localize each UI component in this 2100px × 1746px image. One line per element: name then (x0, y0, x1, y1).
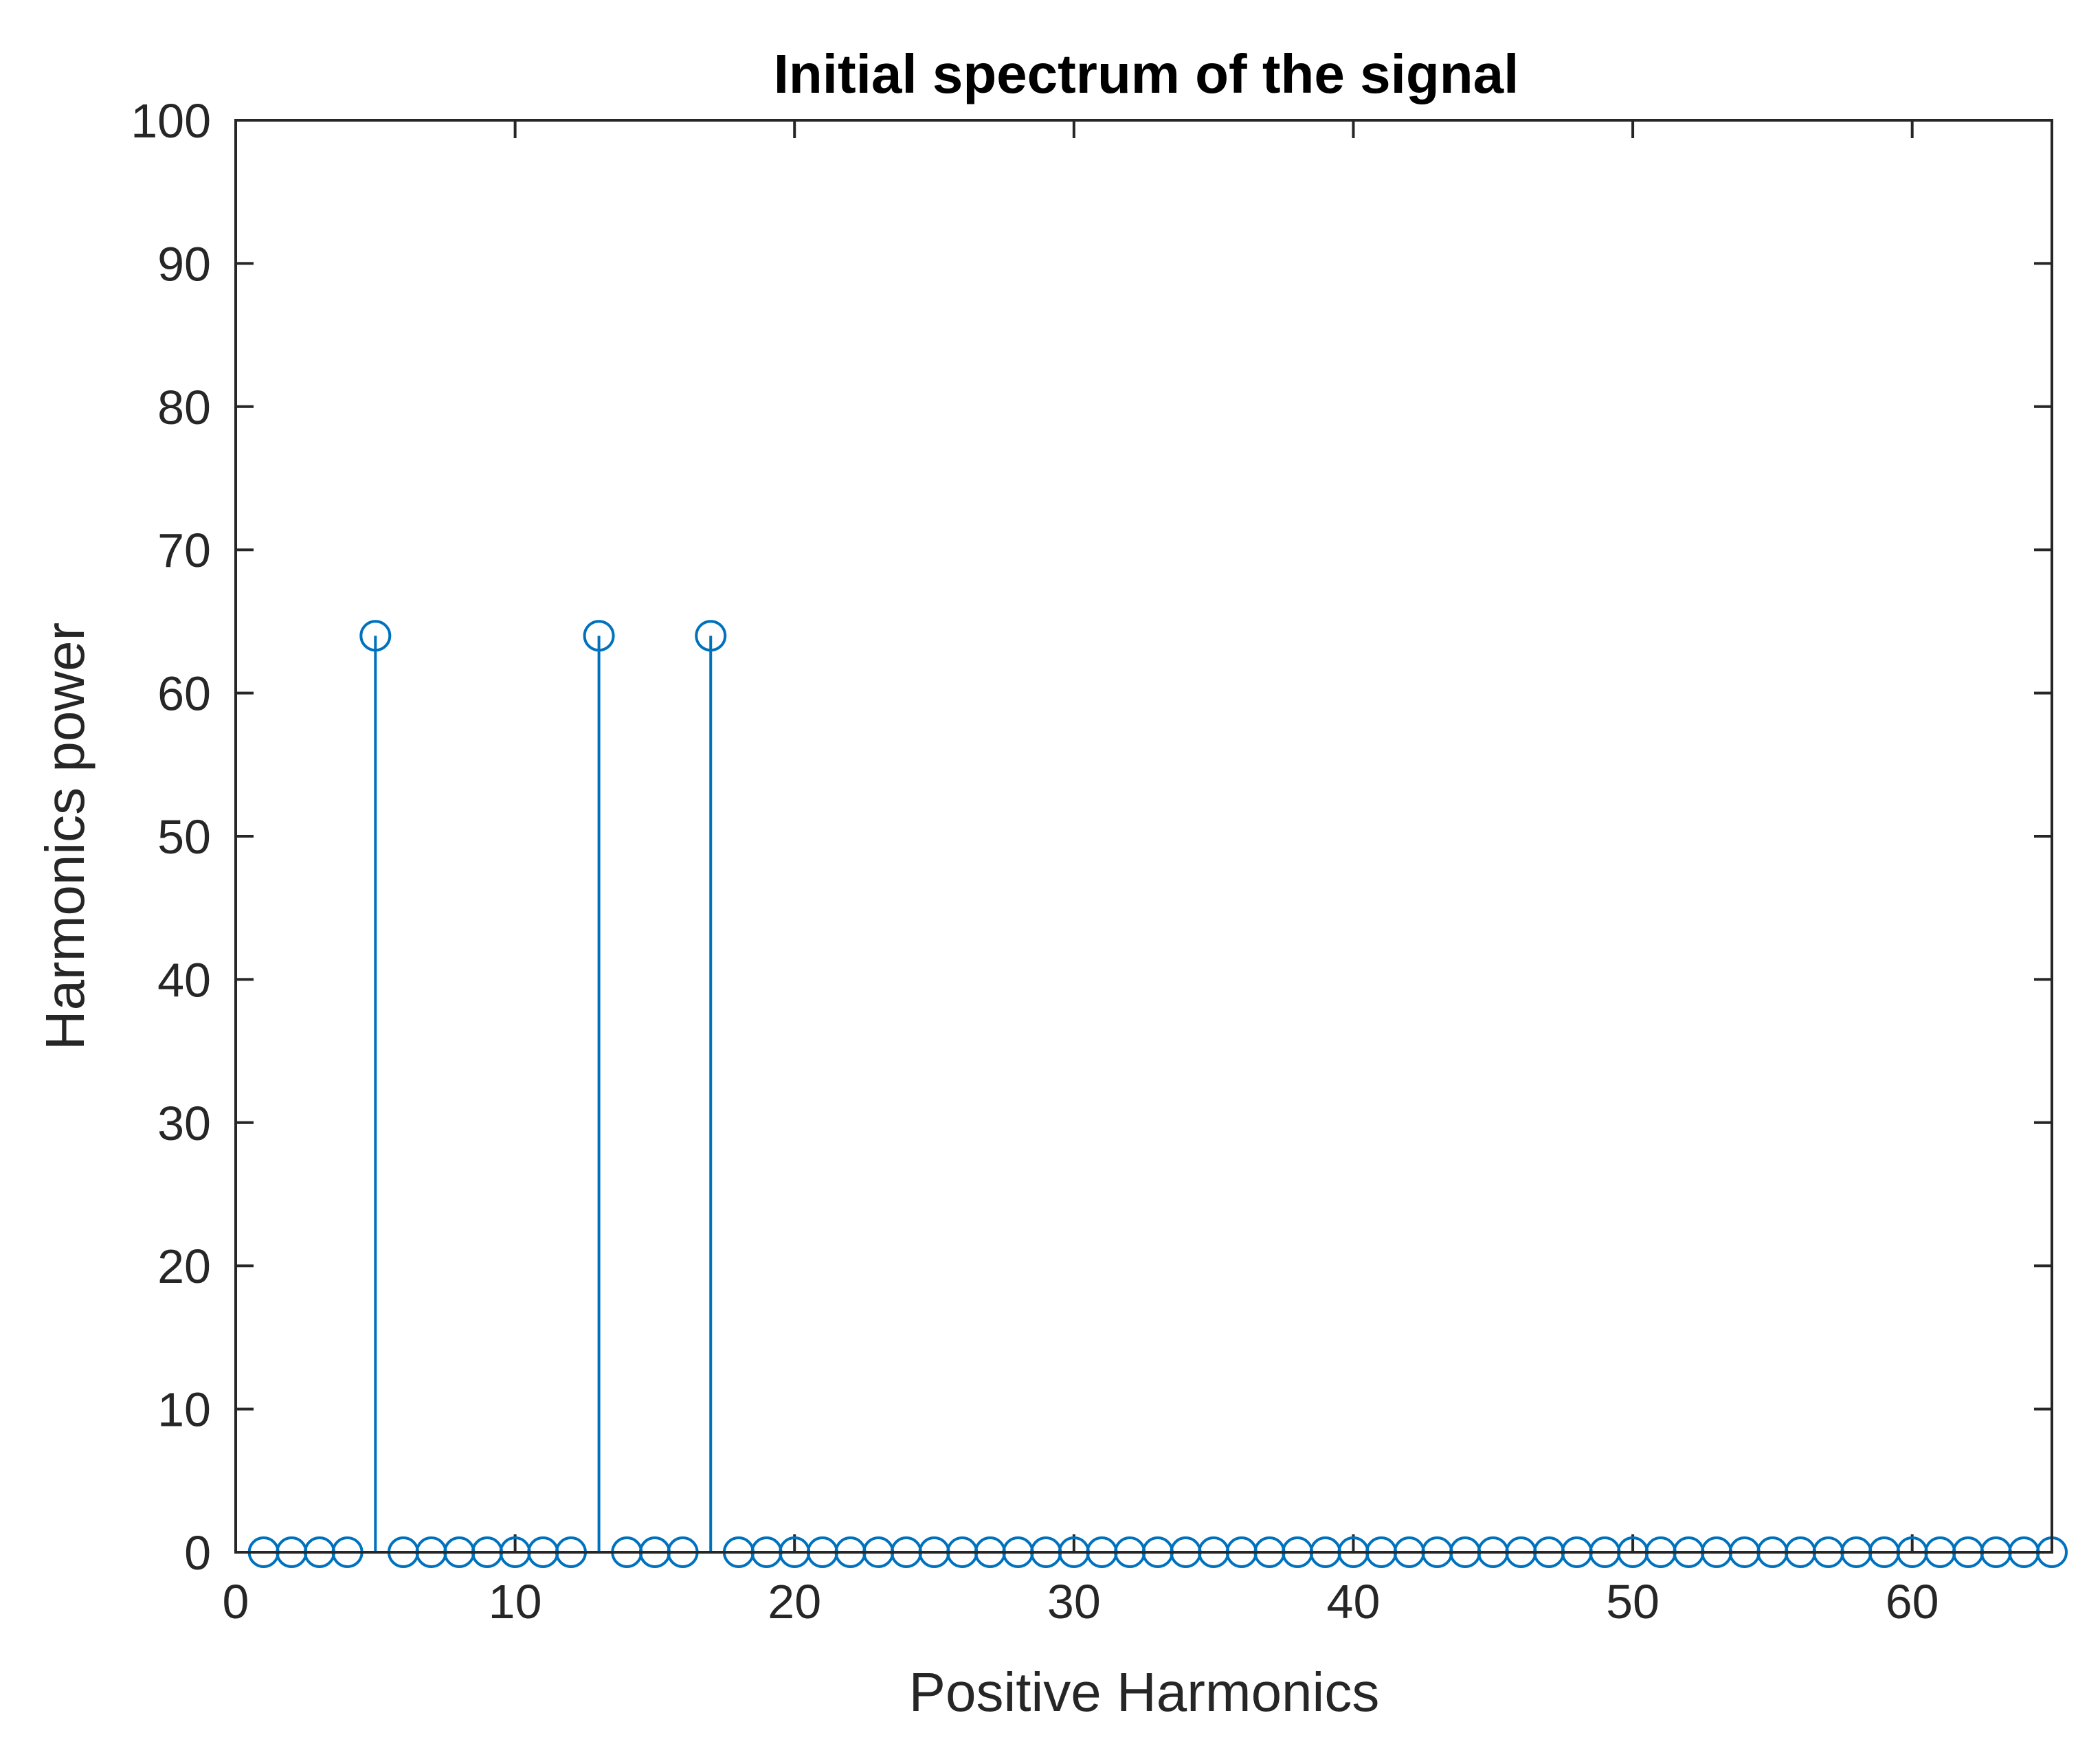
x-tick-label-10: 10 (489, 1575, 542, 1629)
stem-marker-5 (359, 620, 392, 652)
y-tick-label-50: 50 (157, 810, 211, 864)
axes-box (234, 119, 2053, 1554)
y-tick-label-0: 0 (184, 1526, 211, 1580)
y-axis-label: Harmonics power (34, 623, 96, 1050)
x-tick-label-50: 50 (1606, 1575, 1660, 1629)
y-ticks (236, 119, 2052, 1554)
y-tick-label-60: 60 (157, 667, 211, 721)
x-axis-label: Positive Harmonics (909, 1661, 1380, 1723)
x-tick-label-0: 0 (223, 1575, 249, 1629)
x-tick-label-60: 60 (1886, 1575, 1939, 1629)
y-tick-labels: 0 10 20 30 40 50 60 70 80 90 100 (131, 94, 211, 1580)
y-tick-label-100: 100 (131, 94, 211, 148)
y-tick-label-80: 80 (157, 381, 211, 434)
y-tick-label-40: 40 (157, 953, 211, 1007)
stem-series (247, 620, 2068, 1568)
y-tick-label-70: 70 (157, 524, 211, 577)
stem-marker-13 (583, 620, 615, 652)
x-tick-label-30: 30 (1047, 1575, 1101, 1629)
y-tick-label-20: 20 (157, 1240, 211, 1293)
y-tick-label-30: 30 (157, 1097, 211, 1150)
x-tick-label-40: 40 (1327, 1575, 1381, 1629)
y-tick-label-10: 10 (157, 1383, 211, 1437)
x-tick-label-20: 20 (768, 1575, 821, 1629)
stem-marker-17 (695, 620, 727, 652)
x-tick-labels: 0 10 20 30 40 50 60 (223, 1575, 1939, 1629)
y-tick-label-90: 90 (157, 237, 211, 291)
chart-title: Initial spectrum of the signal (774, 43, 1519, 104)
